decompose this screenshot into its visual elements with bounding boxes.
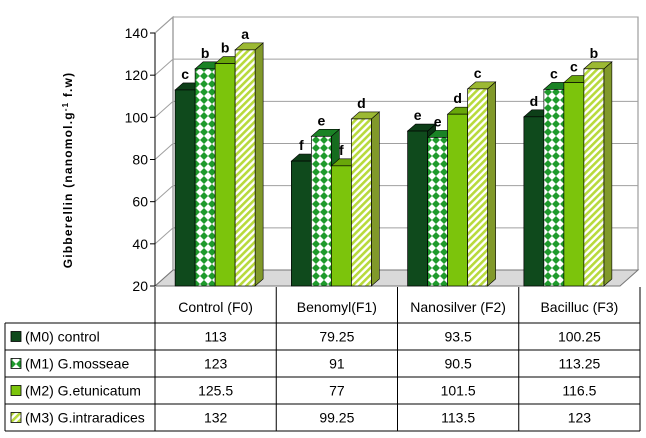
table-value: 101.5 <box>441 383 476 399</box>
legend-label: (M2) G.etunicatum <box>25 383 141 399</box>
table-value: 132 <box>204 410 228 426</box>
bar-side <box>371 111 380 287</box>
y-tick-label: 80 <box>132 152 148 168</box>
bars <box>174 42 613 287</box>
bar-front <box>234 49 256 287</box>
significance-letter: e <box>317 112 325 128</box>
y-tick-label: 120 <box>125 67 149 83</box>
table-value: 99.25 <box>319 410 354 426</box>
significance-letter: f <box>299 137 304 153</box>
bar-front <box>427 137 448 287</box>
table-value: 125.5 <box>198 383 233 399</box>
significance-letter: c <box>474 65 482 81</box>
significance-letter: e <box>434 113 442 129</box>
table-value: 100.25 <box>558 329 601 345</box>
significance-letter: b <box>590 45 599 61</box>
bar-front <box>407 130 428 287</box>
significance-letter: f <box>339 142 344 158</box>
x-category-label: Bacilluc (F3) <box>540 299 618 315</box>
bar-front <box>563 82 585 287</box>
table-value: 116.5 <box>562 383 596 399</box>
bar <box>234 42 264 287</box>
bar-front <box>447 113 468 287</box>
y-axis-label-suffix: f.w) <box>61 72 75 102</box>
y-tick-label: 140 <box>125 25 149 41</box>
bar-front <box>174 89 196 287</box>
bar-front <box>467 88 488 287</box>
data-table: Control (F0) Benomyl(F1) Nanosilver (F2) Ba… <box>4 287 641 432</box>
y-tick-label: 60 <box>132 194 148 210</box>
x-category-label: Nanosilver (F2) <box>410 299 506 315</box>
significance-letter: d <box>453 90 462 106</box>
bar-front <box>331 165 352 287</box>
gridline <box>154 16 638 34</box>
bar <box>466 81 497 287</box>
legend-label: (M1) G.mosseae <box>25 356 129 372</box>
y-tick-label: 40 <box>132 236 148 252</box>
bar-front <box>523 116 545 287</box>
y-axis-label-prefix: Gibberellin (nanomol.g <box>61 111 75 268</box>
bar-front <box>583 68 605 287</box>
table-value: 113.5 <box>441 410 475 426</box>
legend-label: (M0) control <box>25 329 100 345</box>
significance-letter: e <box>414 107 422 123</box>
y-axis-label: Gibberellin (nanomol.g-1 f.w) <box>61 72 76 269</box>
x-category-label: Benomyl(F1) <box>297 299 377 315</box>
significance-letter: d <box>530 93 539 109</box>
legend-swatch <box>10 385 22 396</box>
y-tick-label: 20 <box>132 278 148 294</box>
bar-front <box>543 89 565 287</box>
legend-swatch <box>10 358 22 369</box>
legend-label: (M3) G.intraradices <box>25 410 145 426</box>
bar-front <box>291 160 312 287</box>
bar-front <box>311 135 332 287</box>
table-value: 91 <box>329 356 345 372</box>
y-tick-label: 100 <box>125 109 149 125</box>
significance-letter: b <box>221 40 230 56</box>
table-value: 77 <box>329 383 345 399</box>
significance-letter: c <box>550 65 558 81</box>
table-value: 90.5 <box>445 356 472 372</box>
bar-front <box>214 63 236 287</box>
x-category-label: Control (F0) <box>178 299 253 315</box>
legend-swatch <box>10 331 22 342</box>
legend-swatch <box>10 412 22 423</box>
significance-letter: c <box>570 59 578 75</box>
table-value: 123 <box>568 410 592 426</box>
bar-front <box>194 68 216 287</box>
table-value: 93.5 <box>445 329 472 345</box>
significance-letter: c <box>181 66 189 82</box>
bar-side <box>603 61 613 287</box>
bar <box>350 111 381 287</box>
table-value: 113 <box>204 329 227 345</box>
gridline <box>154 58 638 76</box>
table-value: 113.25 <box>558 356 600 372</box>
significance-letter: b <box>201 45 210 61</box>
significance-letter: a <box>241 26 249 42</box>
significance-letter: d <box>357 95 366 111</box>
bar-front <box>351 118 372 287</box>
bar-side <box>487 81 496 287</box>
y-axis-label-sup: -1 <box>61 102 70 112</box>
bar-side <box>254 42 264 287</box>
table-value: 123 <box>204 356 228 372</box>
bar <box>583 61 613 287</box>
table-value: 79.25 <box>319 329 354 345</box>
